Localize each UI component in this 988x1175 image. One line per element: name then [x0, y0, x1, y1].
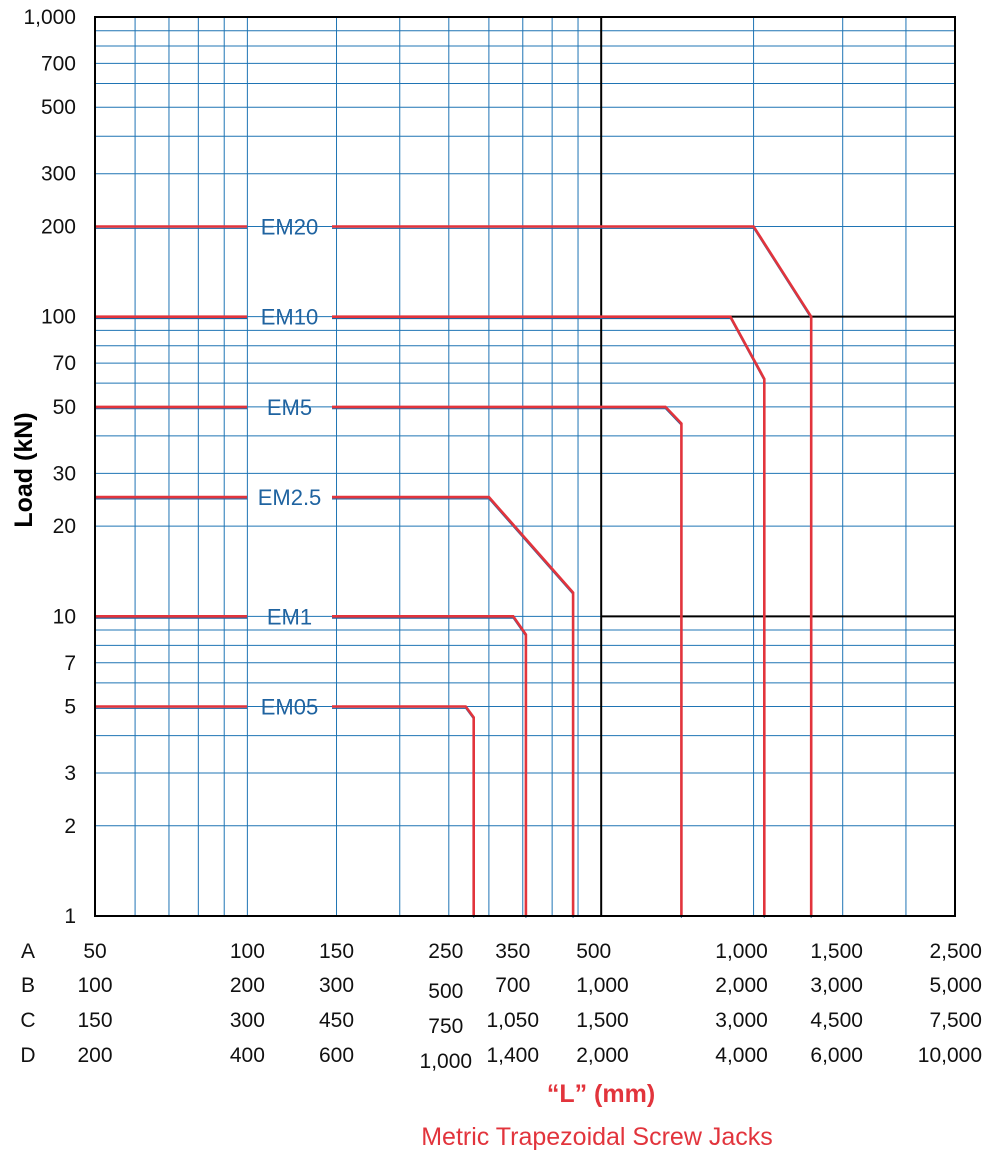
x-tick-label-c: 4,500: [810, 1009, 863, 1032]
x-tick-label-a: 100: [230, 940, 265, 963]
y-axis-label: Load (kN): [10, 412, 38, 527]
y-tick-label: 100: [41, 306, 76, 329]
x-tick-label-a: 1,000: [715, 940, 768, 963]
y-tick-label: 70: [53, 352, 76, 375]
x-tick-label-a: 2,500: [929, 940, 982, 963]
y-tick-label: 7: [64, 652, 76, 675]
y-tick-label: 20: [53, 515, 76, 538]
y-tick-label: 5: [64, 696, 76, 719]
x-tick-label-d: 1,000: [420, 1050, 473, 1073]
curve-shadow-em05: [332, 707, 475, 918]
curve-em5-right: [332, 405, 683, 916]
curve-em20-right: [332, 225, 813, 916]
x-row-label-b: B: [21, 974, 35, 997]
y-tick-label: 1: [64, 905, 76, 928]
x-tick-label-d: 200: [77, 1044, 112, 1067]
x-tick-label-c: 1,500: [576, 1009, 629, 1032]
curve-em1-right: [332, 615, 528, 916]
y-tick-labels: 1 2 3 5 7 10 20 30 50 70 100 200 300 500 700 1,000: [23, 6, 76, 928]
y-tick-label: 30: [53, 462, 76, 485]
x-tick-label-a: 500: [576, 940, 611, 963]
curve-em05-right: [332, 705, 475, 916]
y-tick-label: 1,000: [23, 6, 76, 29]
x-tick-label-b: 1,000: [576, 974, 629, 997]
series-label-em05: EM05: [261, 695, 318, 720]
x-tick-label-b: 200: [230, 974, 265, 997]
x-axis-label: “L” (mm): [547, 1080, 655, 1108]
y-tick-label: 3: [64, 762, 76, 785]
x-tick-label-d: 2,000: [576, 1044, 629, 1067]
x-tick-label-c: 450: [319, 1009, 354, 1032]
y-tick-label: 10: [53, 605, 76, 628]
y-tick-label: 50: [53, 396, 76, 419]
x-tick-label-c: 1,050: [486, 1009, 539, 1032]
x-tick-labels: A 50 100 150 250 350 500 1,000 1,500 2,500 B 100 200…: [20, 940, 982, 1073]
x-tick-label-d: 10,000: [918, 1044, 982, 1067]
x-tick-label-b: 500: [428, 980, 463, 1003]
x-tick-label-d: 4,000: [715, 1044, 768, 1067]
x-tick-label-a: 1,500: [810, 940, 863, 963]
x-tick-label-c: 3,000: [715, 1009, 768, 1032]
major-grid-lines: [600, 17, 955, 916]
y-tick-label: 300: [41, 163, 76, 186]
series-label-em10: EM10: [261, 305, 318, 330]
x-tick-label-b: 300: [319, 974, 354, 997]
x-tick-label-a: 250: [428, 940, 463, 963]
x-row-label-a: A: [21, 940, 35, 963]
x-tick-label-d: 400: [230, 1044, 265, 1067]
x-tick-label-a: 350: [495, 940, 530, 963]
y-tick-label: 500: [41, 96, 76, 119]
y-tick-label: 700: [41, 52, 76, 75]
chart-subtitle: Metric Trapezoidal Screw Jacks: [421, 1123, 773, 1151]
x-tick-label-c: 300: [230, 1009, 265, 1032]
series-label-em1: EM1: [267, 604, 312, 629]
x-tick-label-d: 1,400: [486, 1044, 539, 1067]
x-tick-label-c: 7,500: [929, 1009, 982, 1032]
series-labels: EM05 EM1 EM2.5 EM5 EM10 EM20: [258, 214, 322, 719]
x-tick-label-d: 6,000: [810, 1044, 863, 1067]
series-label-em5: EM5: [267, 395, 312, 420]
x-tick-label-d: 600: [319, 1044, 354, 1067]
x-row-label-c: C: [20, 1009, 35, 1032]
series-label-em2-5: EM2.5: [258, 485, 322, 510]
curve-em10-right: [332, 315, 766, 916]
x-tick-label-c: 150: [77, 1009, 112, 1032]
x-tick-label-a: 50: [83, 940, 106, 963]
load-curves: [95, 225, 813, 918]
x-row-label-d: D: [20, 1044, 35, 1067]
y-tick-label: 2: [64, 815, 76, 838]
x-tick-label-b: 700: [495, 974, 530, 997]
x-tick-label-a: 150: [319, 940, 354, 963]
x-tick-label-b: 5,000: [929, 974, 982, 997]
plot-frame: [94, 16, 956, 917]
x-tick-label-b: 100: [77, 974, 112, 997]
series-label-em20: EM20: [261, 214, 318, 239]
x-tick-label-b: 2,000: [715, 974, 768, 997]
x-tick-label-b: 3,000: [810, 974, 863, 997]
x-tick-label-c: 750: [428, 1015, 463, 1038]
curve-em2-5-right: [332, 495, 575, 916]
y-tick-label: 200: [41, 215, 76, 238]
